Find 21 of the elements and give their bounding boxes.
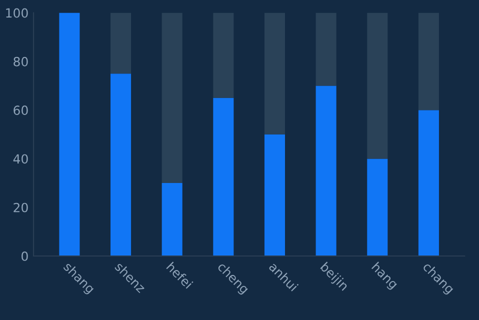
bar bbox=[316, 86, 336, 256]
bar bbox=[367, 158, 388, 256]
bar bbox=[264, 12, 286, 134]
bar bbox=[316, 12, 336, 86]
y-tick-label: 60 bbox=[14, 106, 28, 116]
y-tick-label: 80 bbox=[14, 56, 28, 66]
bar bbox=[367, 12, 388, 159]
y-tick-label: 100 bbox=[6, 8, 28, 18]
bar bbox=[59, 12, 80, 256]
bar bbox=[213, 98, 234, 256]
bar bbox=[162, 12, 182, 184]
y-tick-label: 40 bbox=[13, 154, 28, 164]
bar bbox=[110, 74, 132, 256]
bar bbox=[264, 134, 286, 256]
bar bbox=[110, 12, 132, 74]
y-tick-label: 0 bbox=[22, 251, 28, 261]
bar bbox=[418, 110, 439, 256]
bar bbox=[418, 12, 439, 110]
bar bbox=[162, 183, 182, 256]
y-tick-label: 20 bbox=[14, 202, 28, 212]
bar bbox=[213, 12, 234, 98]
